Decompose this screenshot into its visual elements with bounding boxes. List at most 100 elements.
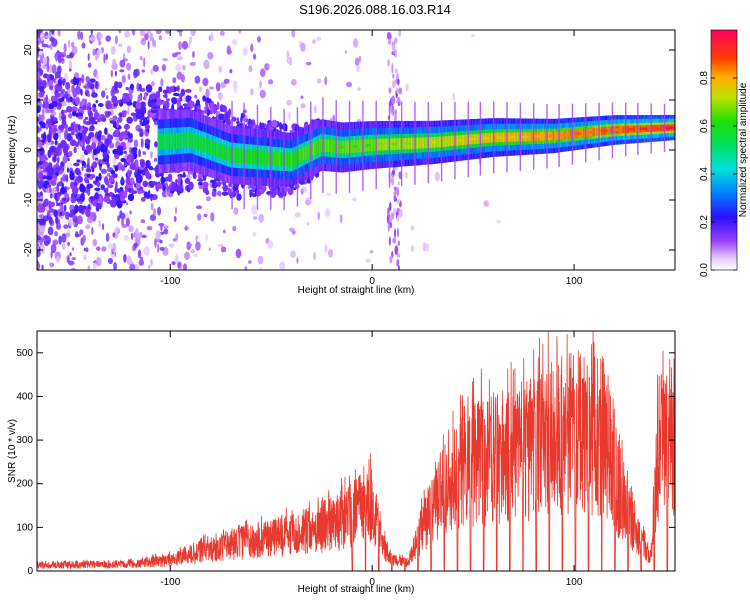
spectrogram-ridge-cell	[464, 134, 466, 145]
spectrogram-signal-cell	[123, 150, 127, 154]
spectrogram-noise-cell	[250, 88, 254, 96]
spectrogram-noise-cell	[87, 265, 91, 270]
spectrogram-noise-cell	[365, 258, 372, 263]
spectrogram-signal-cell	[236, 193, 242, 201]
spectrogram-noise-cell	[66, 162, 71, 169]
spectrogram-noise-cell	[300, 42, 306, 52]
spectrogram-ridge-cell	[183, 132, 185, 149]
spectrogram-noise-cell	[190, 30, 196, 37]
spectrogram-noise-cell	[172, 237, 178, 242]
spectrogram-signal-cell	[72, 89, 78, 98]
spectrogram-ridge-cell	[465, 134, 467, 145]
colorbar-tick-label: 0.6	[699, 119, 710, 133]
spectrogram-signal-cell	[216, 101, 220, 111]
snr-x-ticks: -100 0 100	[160, 331, 583, 588]
spectrogram-signal-cell	[260, 122, 265, 130]
spectrogram-ridge-cell	[346, 140, 349, 154]
spectrogram-noise-cell	[164, 30, 171, 35]
spectrogram-signal-cell	[182, 103, 190, 107]
spectrogram-signal-cell	[224, 112, 229, 121]
spectrogram-noise-cell	[163, 225, 169, 229]
spectrogram-signal-cell	[89, 175, 93, 181]
spectrogram-noise-cell	[174, 206, 177, 215]
spectrogram-ridge-cell	[661, 124, 663, 132]
spectrogram-peak	[548, 134, 556, 138]
spectrogram-noise-cell	[45, 35, 52, 39]
spectrogram-signal-cell	[248, 118, 252, 125]
figure-title: S196.2026.088.16.03.R14	[299, 2, 451, 17]
spectrogram-ridge-cell	[649, 125, 651, 132]
spectrogram-signal-cell	[56, 156, 60, 164]
spectrogram-noise-cell	[119, 210, 123, 218]
spectrogram-signal-cell	[154, 167, 159, 171]
spectrogram-noise-cell	[147, 40, 150, 50]
spectrogram-noise-cell	[96, 73, 99, 80]
spectrogram-noise-cell	[229, 69, 233, 74]
spectrogram-signal-cell	[38, 160, 43, 166]
spectrogram-ridge-cell	[358, 139, 361, 153]
spectrogram-noise-cell	[83, 254, 87, 260]
spectrogram-ridge-cell	[545, 131, 547, 141]
spectrogram-noise-cell	[72, 221, 75, 227]
spectrogram-noise-cell	[324, 208, 331, 218]
spectrogram-signal-cell	[102, 151, 107, 159]
spectrogram-streak	[375, 100, 377, 190]
spectrogram-signal-cell	[54, 139, 58, 146]
spectrogram-signal-cell	[75, 198, 81, 202]
spectrogram-signal-cell	[69, 96, 73, 102]
spectrogram-noise-cell	[55, 255, 60, 264]
spectrogram-signal-cell	[108, 142, 115, 149]
spectrogram-signal-cell	[91, 92, 98, 98]
spectrogram-noise-cell	[394, 113, 397, 124]
spectrogram-noise-cell	[189, 175, 193, 180]
spectrogram-noise-cell	[114, 226, 119, 234]
spectrogram-signal-cell	[150, 194, 154, 198]
spectrogram-signal-cell	[138, 189, 145, 194]
spectrogram-signal-cell	[115, 128, 120, 137]
spectrogram-noise-cell	[391, 176, 395, 186]
spectrogram-signal-cell	[77, 124, 81, 131]
spectrogram-signal-cell	[53, 154, 56, 163]
spectrogram-noise-cell	[49, 36, 55, 42]
spectrogram-noise-cell	[391, 62, 394, 73]
spectrogram-noise-cell	[235, 248, 242, 259]
spectrogram-signal-cell	[130, 180, 136, 185]
spectrogram-noise-cell	[100, 90, 106, 98]
spectrogram-ridge-cell	[230, 147, 232, 163]
spectrogram-signal-cell	[79, 141, 83, 147]
spectrogram-ridge-cell	[220, 144, 223, 159]
spectrogram-signal-cell	[202, 174, 207, 181]
spectrogram-noise-cell	[83, 247, 87, 252]
spectrogram-signal-cell	[72, 76, 77, 86]
spectrogram-signal-cell	[164, 181, 169, 191]
spectrogram-signal-cell	[46, 74, 51, 83]
snr-x-tick-label: -100	[160, 577, 180, 588]
spectrogram-noise-cell	[55, 53, 58, 62]
spectrogram-noise-cell	[56, 183, 60, 192]
spectrogram-signal-cell	[60, 128, 63, 132]
spectrogram-signal-cell	[106, 187, 109, 195]
spectrogram-signal-cell	[41, 157, 49, 161]
spectrogram-ridge-cell	[232, 147, 235, 163]
spectrogram-noise-cell	[49, 187, 52, 194]
spectrogram-noise-cell	[496, 219, 501, 224]
spectrogram-noise-cell	[141, 234, 147, 239]
spectrogram-noise-cell	[220, 81, 226, 89]
spectrogram-signal-cell	[139, 117, 143, 126]
spectrogram-ridge-cell	[481, 133, 483, 144]
spectrogram-noise-cell	[112, 58, 117, 66]
spectrogram-signal-cell	[38, 141, 43, 148]
spectrogram-noise-cell	[279, 261, 286, 270]
spectrogram-noise-cell	[258, 213, 264, 223]
spectrogram-ridge-cell	[344, 141, 346, 154]
spectrogram-noise-cell	[81, 165, 84, 172]
spectrogram-noise-cell	[87, 53, 90, 61]
spectrogram-signal-cell	[55, 166, 61, 174]
spectrogram-streak	[558, 104, 560, 167]
spectrogram-noise-cell	[126, 255, 132, 265]
spectrogram-signal-cell	[287, 187, 294, 196]
spectrogram-noise-cell	[172, 77, 177, 84]
spectrogram-streak	[454, 101, 456, 180]
spectrogram-noise-cell	[251, 205, 258, 215]
spectrogram-ridge-cell	[236, 148, 238, 163]
